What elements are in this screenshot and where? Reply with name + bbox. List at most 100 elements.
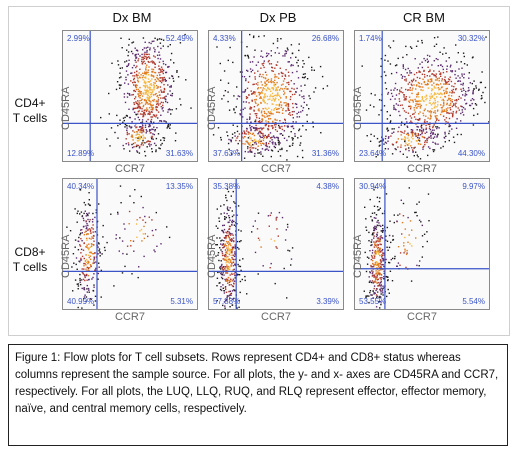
event-dot [259, 120, 261, 122]
event-dot [460, 88, 462, 90]
event-dot [141, 113, 143, 115]
event-dot [377, 271, 379, 274]
event-dot [127, 142, 130, 144]
y-axis-label: CD45RA [206, 86, 218, 130]
event-dot [423, 81, 426, 84]
event-dot [474, 103, 477, 105]
event-dot [153, 142, 156, 145]
event-dot [422, 146, 424, 148]
event-dot [229, 297, 231, 299]
event-dot [159, 120, 161, 122]
event-dot [229, 266, 231, 268]
event-dot [421, 132, 423, 135]
event-dot [404, 140, 406, 142]
event-dot [80, 279, 83, 281]
event-dot [445, 117, 448, 119]
event-dot [244, 143, 246, 145]
event-dot [91, 278, 93, 280]
event-dot [217, 254, 219, 256]
event-dot [464, 108, 466, 110]
event-dot [142, 49, 144, 51]
event-dot [262, 132, 264, 135]
event-dot [434, 75, 437, 77]
event-dot [151, 136, 153, 138]
event-dot [270, 50, 272, 52]
event-dot [169, 127, 171, 129]
event-dot [148, 87, 150, 89]
event-dot [397, 262, 400, 264]
event-dot [429, 125, 431, 128]
event-dot [313, 91, 315, 93]
event-dot [258, 75, 261, 78]
event-dot [420, 104, 422, 107]
event-dot [121, 272, 124, 274]
event-dot [380, 274, 383, 276]
event-dot [380, 230, 382, 232]
event-dot [380, 75, 383, 78]
event-dot [148, 125, 150, 128]
event-dot [267, 215, 270, 217]
event-dot [262, 87, 264, 89]
event-dot [83, 212, 85, 215]
plot-grid-frame [8, 6, 510, 336]
event-dot [151, 111, 153, 113]
event-dot [379, 263, 381, 265]
event-dot [433, 45, 436, 47]
event-dot [244, 54, 247, 57]
event-dot [137, 133, 139, 135]
event-dot [76, 283, 78, 285]
event-dot [81, 229, 83, 231]
event-dot [428, 71, 430, 73]
event-dot [433, 106, 436, 109]
event-dot [227, 91, 229, 93]
event-dot [133, 71, 136, 74]
event-dot [440, 72, 442, 74]
event-dot [419, 117, 421, 120]
event-dot [433, 37, 436, 39]
event-dot [88, 256, 90, 259]
event-dot [220, 265, 223, 267]
event-dot [280, 97, 282, 99]
event-dot [249, 116, 251, 118]
event-dot [165, 95, 167, 97]
event-dot [269, 267, 271, 269]
event-dot [153, 249, 155, 251]
event-dot [375, 278, 378, 280]
event-dot [262, 265, 264, 267]
event-dot [227, 209, 229, 211]
event-dot [274, 76, 276, 79]
event-dot [376, 279, 379, 281]
event-dot [455, 44, 457, 46]
event-dot [236, 98, 238, 100]
event-dot [419, 129, 421, 131]
event-dot [278, 103, 281, 105]
event-dot [86, 291, 88, 293]
event-dot [298, 129, 300, 132]
event-dot [370, 244, 372, 247]
event-dot [249, 149, 252, 151]
event-dot [217, 271, 219, 274]
event-dot [159, 77, 162, 79]
event-dot [153, 98, 155, 101]
event-dot [431, 84, 433, 86]
event-dot [383, 270, 385, 272]
event-dot [228, 138, 230, 141]
event-dot [83, 288, 86, 291]
event-dot [439, 83, 442, 85]
event-dot [296, 87, 298, 90]
event-dot [249, 68, 252, 70]
event-dot [161, 79, 164, 81]
event-dot [482, 91, 484, 94]
event-dot [89, 219, 91, 221]
event-dot [408, 96, 411, 98]
event-dot [398, 110, 400, 113]
event-dot [445, 135, 447, 137]
event-dot [230, 195, 232, 197]
event-dot [129, 126, 131, 128]
event-dot [153, 55, 155, 57]
quadrant-percent-ul: 4.33% [213, 34, 236, 43]
event-dot [267, 61, 270, 63]
event-dot [163, 83, 165, 86]
event-dot [229, 250, 231, 252]
event-dot [432, 133, 435, 135]
